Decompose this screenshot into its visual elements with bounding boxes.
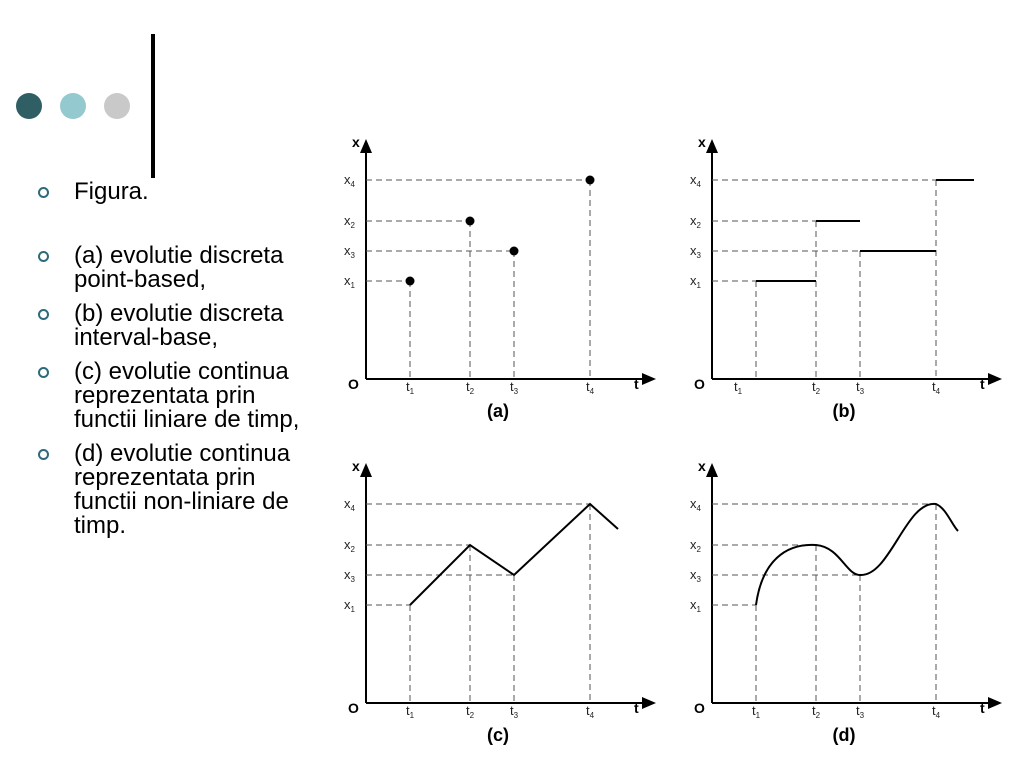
t-tick-label: t2 [466,379,475,396]
t-tick-label: t2 [812,703,821,720]
bullet-text: (b) evolutie discreta interval-base, [74,300,284,351]
origin-label: O [348,700,359,716]
bullet-item: (c) evolutie continua reprezentata prin … [38,360,308,432]
x-level-label: x3 [690,243,702,260]
t-tick-label: t3 [856,379,865,396]
t-tick-label: t4 [586,379,595,396]
x-axis-arrow-icon [706,139,718,153]
x-level-label: x4 [690,172,702,189]
x-level-label: x2 [690,213,702,230]
bullet-text: Figura. [74,178,149,205]
t-axis-arrow-icon [642,697,656,709]
linear-evolution-line [409,502,619,606]
panel-caption: (b) [833,401,856,421]
x-level-label: x3 [690,567,702,584]
x-axis-arrow-icon [360,139,372,153]
t-axis-arrow-icon [988,697,1002,709]
bullet-item: (d) evolutie continua reprezentata prin … [38,442,308,538]
x-axis-label: x [698,134,706,150]
t-axis-label: t [980,700,985,716]
nonlinear-evolution-curve [755,502,959,606]
vertical-divider [151,34,155,178]
x-level-label: x4 [344,496,356,513]
t-axis-label: t [980,376,985,392]
bullet-list: Figura. (a) evolutie discreta point-base… [38,180,308,548]
dot-dark [16,93,42,119]
bullet-circle-icon [38,187,49,198]
bullet-circle-icon [38,449,49,460]
x-axis-label: x [698,458,706,474]
bullet-circle-icon [38,309,49,320]
bullet-text: (c) evolutie continua reprezentata prin … [74,358,300,433]
origin-label: O [694,376,705,392]
t-tick-label: t4 [932,379,941,396]
x-level-label: x4 [344,172,356,189]
t-tick-label: t3 [510,379,519,396]
panel-caption: (d) [833,725,856,745]
data-point [509,246,519,256]
t-axis-label: t [634,376,639,392]
bullet-text: (d) evolutie continua reprezentata prin … [74,440,291,539]
x-level-label: x1 [690,597,702,614]
data-point [465,216,475,226]
x-axis-label: x [352,458,360,474]
bullet-circle-icon [38,367,49,378]
origin-label: O [694,700,705,716]
bullet-item: (a) evolutie discreta point-based, [38,244,308,292]
dot-teal [60,93,86,119]
panel-caption: (c) [487,725,509,745]
t-tick-label: t2 [812,379,821,396]
t-tick-label: t2 [466,703,475,720]
t-axis-label: t [634,700,639,716]
x-level-label: x2 [690,537,702,554]
t-tick-label: t4 [586,703,595,720]
panel-caption: (a) [487,401,509,421]
t-tick-label: t1 [752,703,761,720]
t-tick-label: t3 [510,703,519,720]
origin-label: O [348,376,359,392]
x-axis-arrow-icon [360,463,372,477]
bullet-item: Figura. [38,180,308,204]
t-tick-label: t1 [734,379,743,396]
dot-gray [104,93,130,119]
t-tick-label: t3 [856,703,865,720]
x-axis-label: x [352,134,360,150]
t-tick-label: t1 [406,703,415,720]
x-level-label: x1 [344,597,356,614]
t-tick-label: t1 [406,379,415,396]
x-level-label: x3 [344,567,356,584]
data-point [405,276,415,286]
t-axis-arrow-icon [642,373,656,385]
x-level-label: x3 [344,243,356,260]
bullet-circle-icon [38,251,49,262]
x-level-label: x1 [344,273,356,290]
bullet-text: (a) evolutie discreta point-based, [74,242,284,293]
x-level-label: x2 [344,213,356,230]
x-level-label: x4 [690,496,702,513]
x-axis-arrow-icon [706,463,718,477]
data-point [585,175,595,185]
x-level-label: x2 [344,537,356,554]
t-tick-label: t4 [932,703,941,720]
bullet-item: (b) evolutie discreta interval-base, [38,302,308,350]
t-axis-arrow-icon [988,373,1002,385]
x-level-label: x1 [690,273,702,290]
